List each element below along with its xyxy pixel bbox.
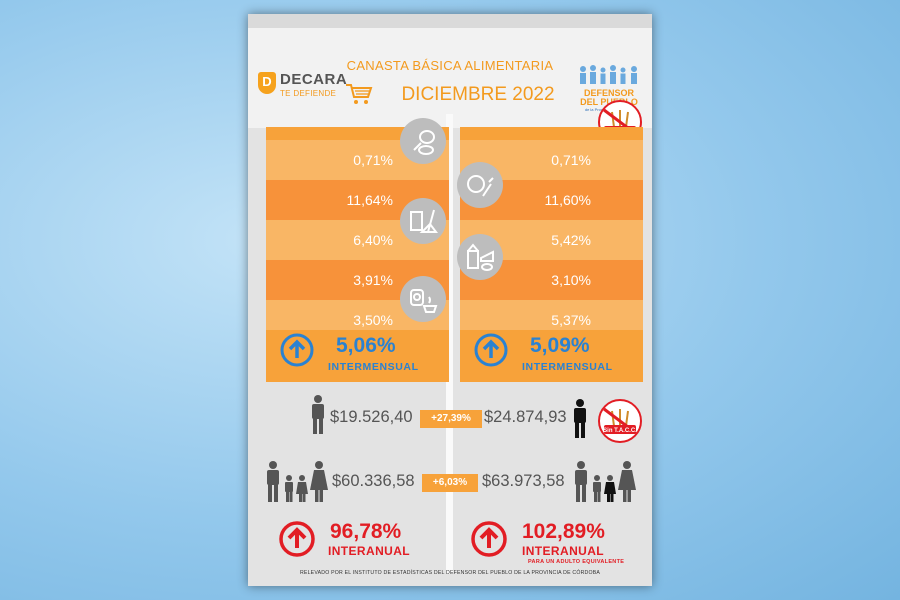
dairy-eggs-icon [457,234,503,280]
bread-cereal-icon [400,198,446,244]
annual-change-value: 102,89% [522,520,605,544]
infographic-poster: D DECARA TE DEFIENDE CANASTA BÁSICA ALIM… [248,14,652,586]
monthly-change-label: INTERMENSUAL [328,361,419,373]
monthly-summary: 5,06% INTERMENSUAL [266,330,449,382]
category-value: 11,60% [545,180,591,220]
annual-change-value: 96,78% [330,520,401,544]
monthly-change-value: 5,06% [336,334,396,358]
category-value: 6,40% [353,220,393,260]
people-group-icon [577,64,641,84]
shopping-cart-icon [344,82,374,106]
category-value: 5,42% [551,220,591,260]
decara-tagline: TE DEFIENDE [280,89,336,98]
annual-change-label: INTERANUAL [328,544,410,558]
vegetables-icon [457,162,503,208]
report-date: DICIEMBRE 2022 [378,84,578,106]
category-value: 0,71% [551,140,591,180]
top-strip [248,14,652,28]
adult-tacc-value: $24.874,93 [484,408,567,427]
category-value: 3,10% [551,260,591,300]
header: D DECARA TE DEFIENDE CANASTA BÁSICA ALIM… [248,28,652,128]
footer-note: RELEVADO POR EL INSTITUTO DE ESTADÍSTICA… [248,570,652,576]
annual-change-label: INTERANUAL [522,544,604,558]
page-title: CANASTA BÁSICA ALIMENTARIA [338,58,562,73]
adult-person-icon [572,397,588,439]
family-tacc-value: $63.973,58 [482,472,565,491]
monthly-change-label: INTERMENSUAL [522,361,613,373]
arrow-up-circle-icon [470,520,508,558]
category-value: 11,64% [347,180,393,220]
decara-name: DECARA [280,71,347,88]
arrow-up-circle-icon [280,333,314,367]
adult-person-icon [310,394,326,434]
annual-change-sublabel: PARA UN ADULTO EQUIVALENTE [528,559,624,565]
standard-basket-panel: 0,71% 11,64% 6,40% 3,91% 3,50% 5,06% INT… [266,127,449,382]
adult-diff-badge: +27,39% [420,410,482,428]
sin-tacc-text: Sin T.A.C.C. [603,428,637,434]
family-icon [264,460,330,502]
family-basket-value: $60.336,58 [332,472,415,491]
family-icon [572,460,638,502]
monthly-change-value: 5,09% [530,334,590,358]
category-value: 3,91% [353,260,393,300]
shield-icon: D [258,72,276,94]
arrow-up-circle-icon [474,333,508,367]
adult-basket-value: $19.526,40 [330,408,413,427]
monthly-summary: 5,09% INTERMENSUAL [460,330,643,382]
arrow-up-circle-icon [278,520,316,558]
sin-tacc-badge-icon: Sin T.A.C.C. [598,399,642,443]
preserves-coffee-icon [400,276,446,322]
meat-icon [400,118,446,164]
family-diff-badge: +6,03% [422,474,478,492]
category-value: 0,71% [353,140,393,180]
